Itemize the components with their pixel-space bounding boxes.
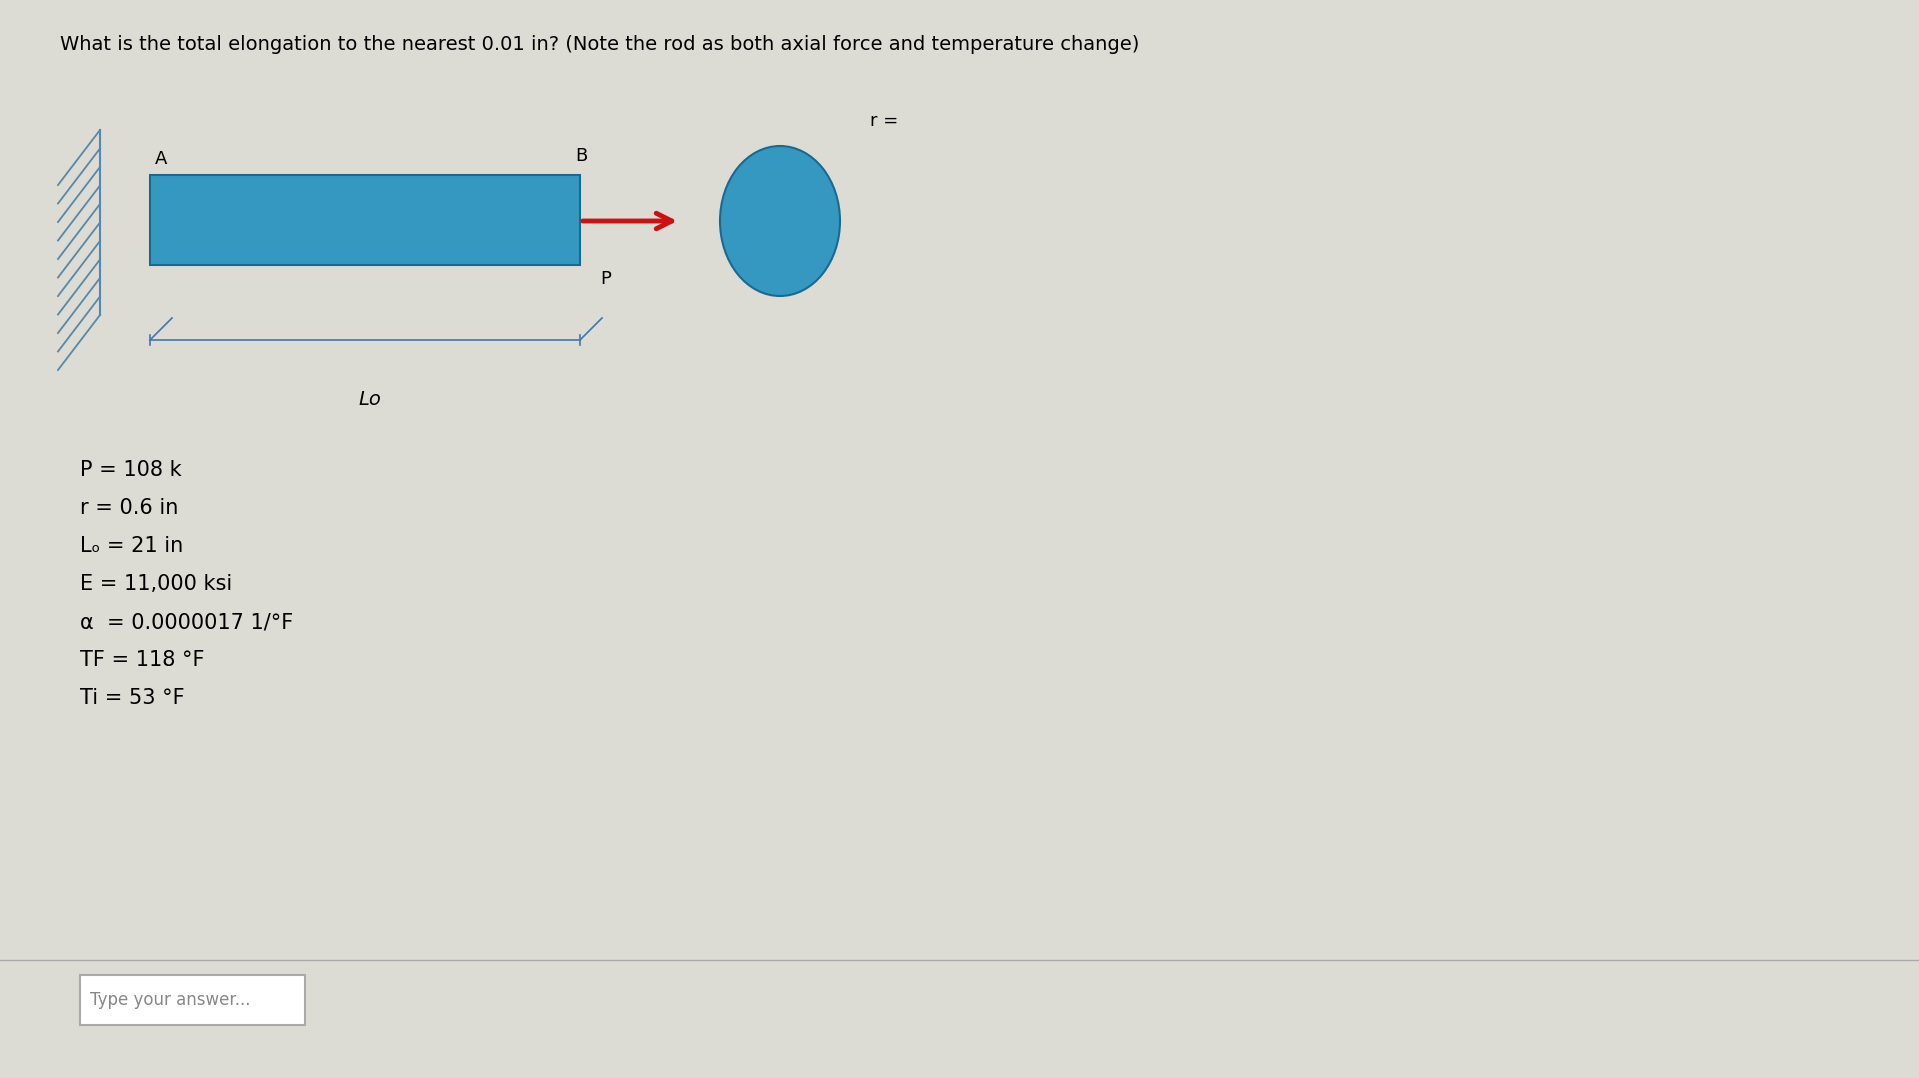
Ellipse shape	[720, 146, 841, 296]
Text: P: P	[601, 270, 610, 288]
Text: TF = 118 °F: TF = 118 °F	[81, 650, 205, 671]
Text: Type your answer...: Type your answer...	[90, 991, 251, 1009]
Text: α  = 0.0000017 1/°F: α = 0.0000017 1/°F	[81, 612, 294, 632]
Text: r = 0.6 in: r = 0.6 in	[81, 498, 178, 519]
Text: Lₒ = 21 in: Lₒ = 21 in	[81, 536, 182, 556]
Text: What is the total elongation to the nearest 0.01 in? (Note the rod as both axial: What is the total elongation to the near…	[59, 34, 1140, 54]
Bar	[81, 975, 305, 1025]
Text: r =: r =	[869, 112, 898, 130]
Text: Ti = 53 °F: Ti = 53 °F	[81, 688, 184, 708]
Text: B: B	[576, 147, 587, 165]
Bar	[150, 175, 580, 265]
Text: E = 11,000 ksi: E = 11,000 ksi	[81, 573, 232, 594]
Text: Lo: Lo	[359, 390, 382, 409]
Text: P = 108 k: P = 108 k	[81, 460, 182, 480]
Text: A: A	[155, 150, 167, 168]
